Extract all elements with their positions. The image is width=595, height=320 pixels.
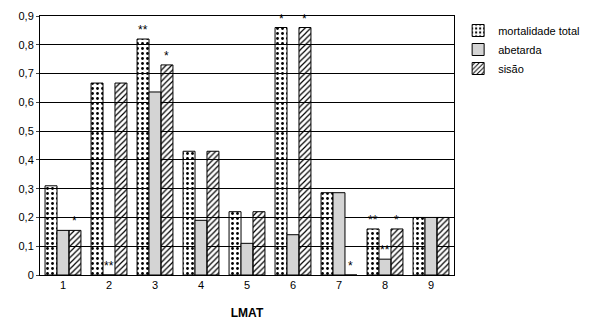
svg-text:2: 2 bbox=[106, 279, 112, 291]
svg-text:0,9: 0,9 bbox=[19, 10, 34, 22]
svg-text:0,7: 0,7 bbox=[19, 67, 34, 79]
svg-text:9: 9 bbox=[428, 279, 434, 291]
svg-text:1: 1 bbox=[60, 279, 66, 291]
svg-text:0,5: 0,5 bbox=[19, 125, 34, 137]
svg-text:5: 5 bbox=[244, 279, 250, 291]
svg-text:0,2: 0,2 bbox=[19, 211, 34, 223]
svg-text:7: 7 bbox=[336, 279, 342, 291]
svg-text:0,6: 0,6 bbox=[19, 96, 34, 108]
svg-text:*: * bbox=[279, 12, 284, 26]
svg-text:abetarda: abetarda bbox=[498, 44, 542, 56]
svg-text:**: ** bbox=[380, 243, 390, 257]
svg-text:0,4: 0,4 bbox=[19, 154, 34, 166]
svg-text:4: 4 bbox=[198, 279, 204, 291]
svg-text:**: ** bbox=[138, 23, 148, 37]
svg-text:**: ** bbox=[368, 213, 378, 227]
svg-text:mortalidade total: mortalidade total bbox=[498, 25, 579, 37]
svg-text:0: 0 bbox=[28, 269, 34, 281]
svg-text:**: ** bbox=[104, 259, 114, 273]
svg-text:*: * bbox=[72, 214, 77, 228]
svg-text:8: 8 bbox=[382, 279, 388, 291]
svg-text:0,1: 0,1 bbox=[19, 240, 34, 252]
svg-text:*: * bbox=[348, 259, 353, 273]
svg-text:0,3: 0,3 bbox=[19, 183, 34, 195]
svg-text:sisão: sisão bbox=[498, 63, 524, 75]
svg-text:*: * bbox=[394, 213, 399, 227]
svg-text:3: 3 bbox=[152, 279, 158, 291]
svg-text:6: 6 bbox=[290, 279, 296, 291]
svg-text:*: * bbox=[164, 49, 169, 63]
svg-text:*: * bbox=[302, 12, 307, 26]
svg-text:0,8: 0,8 bbox=[19, 39, 34, 51]
svg-text:LMAT: LMAT bbox=[231, 306, 264, 320]
